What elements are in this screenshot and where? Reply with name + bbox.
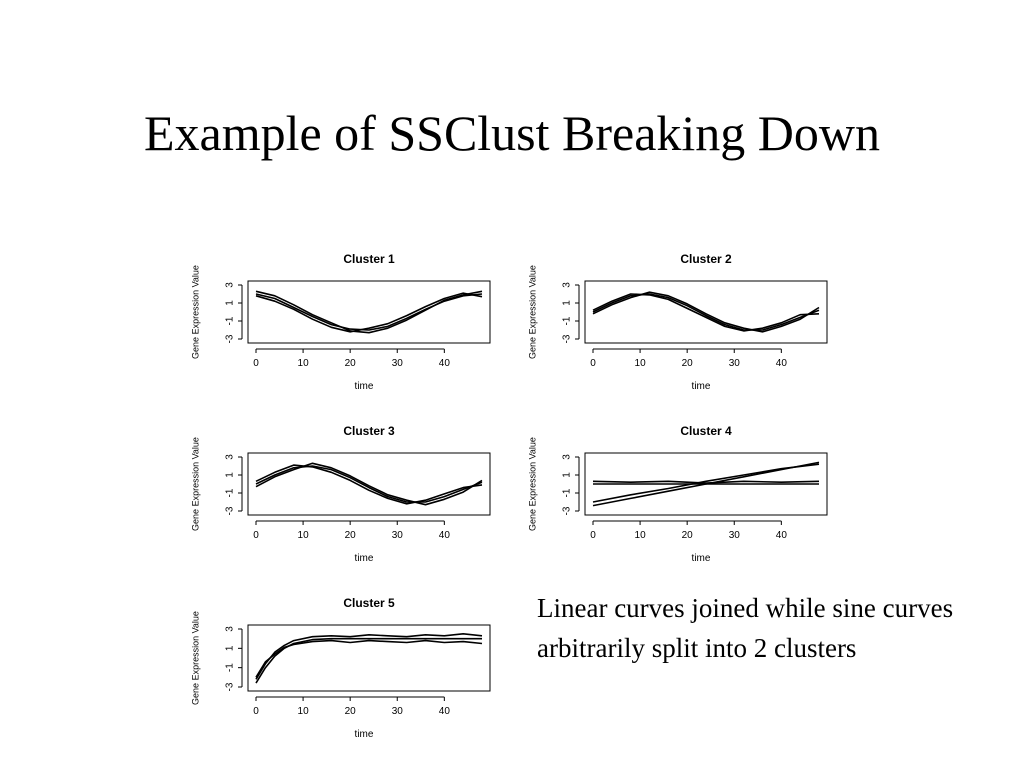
x-tick-label: 10 — [298, 530, 310, 541]
y-tick-label: -1 — [562, 488, 573, 497]
plot-frame — [247, 624, 491, 692]
y-tick-label: -1 — [225, 316, 236, 325]
x-tick-label: 30 — [729, 358, 741, 369]
y-tick-label: 1 — [225, 472, 236, 478]
y-axis-label: Gene Expression Value — [527, 265, 537, 359]
x-tick-label: 30 — [729, 530, 741, 541]
x-tick-label: 10 — [635, 358, 647, 369]
series-line — [255, 632, 483, 680]
y-tick-label: -3 — [225, 682, 236, 691]
y-tick-label: 1 — [225, 300, 236, 306]
x-axis-label: time — [355, 729, 374, 740]
series-line — [592, 480, 820, 484]
x-tick-label: 40 — [439, 706, 451, 717]
x-tick-label: 30 — [392, 530, 404, 541]
x-tick-label: 0 — [590, 530, 596, 541]
y-tick-label: 1 — [225, 645, 236, 651]
series-line — [592, 463, 820, 503]
series-line — [255, 639, 483, 678]
x-tick-label: 30 — [392, 706, 404, 717]
chart-title: Cluster 4 — [680, 424, 732, 438]
y-tick-label: -1 — [225, 663, 236, 672]
x-tick-label: 20 — [345, 530, 357, 541]
y-tick-label: -3 — [562, 334, 573, 343]
chart-cluster-3: Cluster 3 0 10 20 30 40 time -3 -1 1 3 Gene Express… — [190, 424, 491, 564]
x-tick-label: 0 — [253, 358, 259, 369]
x-axis-label: time — [692, 381, 711, 392]
x-tick-label: 40 — [776, 358, 788, 369]
y-tick-label: 1 — [562, 472, 573, 478]
y-tick-label: -3 — [225, 506, 236, 515]
x-tick-label: 40 — [776, 530, 788, 541]
y-tick-label: 1 — [562, 300, 573, 306]
series-line — [255, 292, 483, 333]
chart-title: Cluster 5 — [343, 596, 395, 610]
x-tick-label: 40 — [439, 358, 451, 369]
x-tick-label: 0 — [590, 358, 596, 369]
y-tick-label: 3 — [225, 282, 236, 288]
x-tick-label: 20 — [345, 706, 357, 717]
y-tick-label: 3 — [562, 454, 573, 460]
y-axis-label: Gene Expression Value — [190, 437, 200, 531]
series-line — [592, 293, 820, 331]
y-tick-label: -1 — [225, 488, 236, 497]
x-tick-label: 0 — [253, 706, 259, 717]
y-tick-label: -1 — [562, 316, 573, 325]
chart-cluster-5: Cluster 5 0 10 20 30 40 time -3 -1 1 3 Gene Express… — [190, 596, 491, 740]
slide-caption: Linear curves joined while sine curves a… — [537, 593, 954, 663]
x-tick-label: 0 — [253, 530, 259, 541]
series-line — [592, 293, 820, 332]
y-tick-label: -3 — [562, 506, 573, 515]
x-tick-label: 30 — [392, 358, 404, 369]
plot-frame — [247, 452, 491, 516]
x-tick-label: 10 — [298, 706, 310, 717]
plot-frame — [247, 280, 491, 344]
chart-cluster-1: Cluster 1 0 10 20 30 40 time -3 -1 1 3 Gene Express… — [190, 252, 491, 392]
plot-frame — [584, 452, 828, 516]
chart-title: Cluster 3 — [343, 424, 395, 438]
x-axis-label: time — [692, 553, 711, 564]
y-axis-label: Gene Expression Value — [190, 611, 200, 705]
series-line — [592, 291, 820, 333]
y-tick-label: 3 — [225, 454, 236, 460]
x-tick-label: 40 — [439, 530, 451, 541]
series-line — [255, 290, 483, 334]
y-axis-label: Gene Expression Value — [190, 265, 200, 359]
slide-title: Example of SSClust Breaking Down — [143, 105, 881, 161]
y-tick-label: 3 — [562, 282, 573, 288]
x-tick-label: 10 — [298, 358, 310, 369]
series-line — [255, 637, 482, 684]
chart-title: Cluster 1 — [343, 252, 395, 266]
chart-title: Cluster 2 — [680, 252, 732, 266]
x-axis-label: time — [355, 381, 374, 392]
y-tick-label: -3 — [225, 334, 236, 343]
x-tick-label: 20 — [682, 530, 694, 541]
chart-cluster-4: Cluster 4 0 10 20 30 40 time -3 -1 1 3 Gene Express… — [527, 424, 828, 564]
x-tick-label: 20 — [682, 358, 694, 369]
plot-frame — [584, 280, 828, 344]
series-line — [255, 465, 483, 503]
x-tick-label: 10 — [635, 530, 647, 541]
series-line — [255, 464, 483, 505]
chart-cluster-2: Cluster 2 0 10 20 30 40 time -3 -1 1 3 Gene Express… — [527, 252, 828, 392]
x-tick-label: 20 — [345, 358, 357, 369]
x-axis-label: time — [355, 553, 374, 564]
y-tick-label: 3 — [225, 626, 236, 632]
series-line — [255, 462, 483, 506]
y-axis-label: Gene Expression Value — [527, 437, 537, 531]
